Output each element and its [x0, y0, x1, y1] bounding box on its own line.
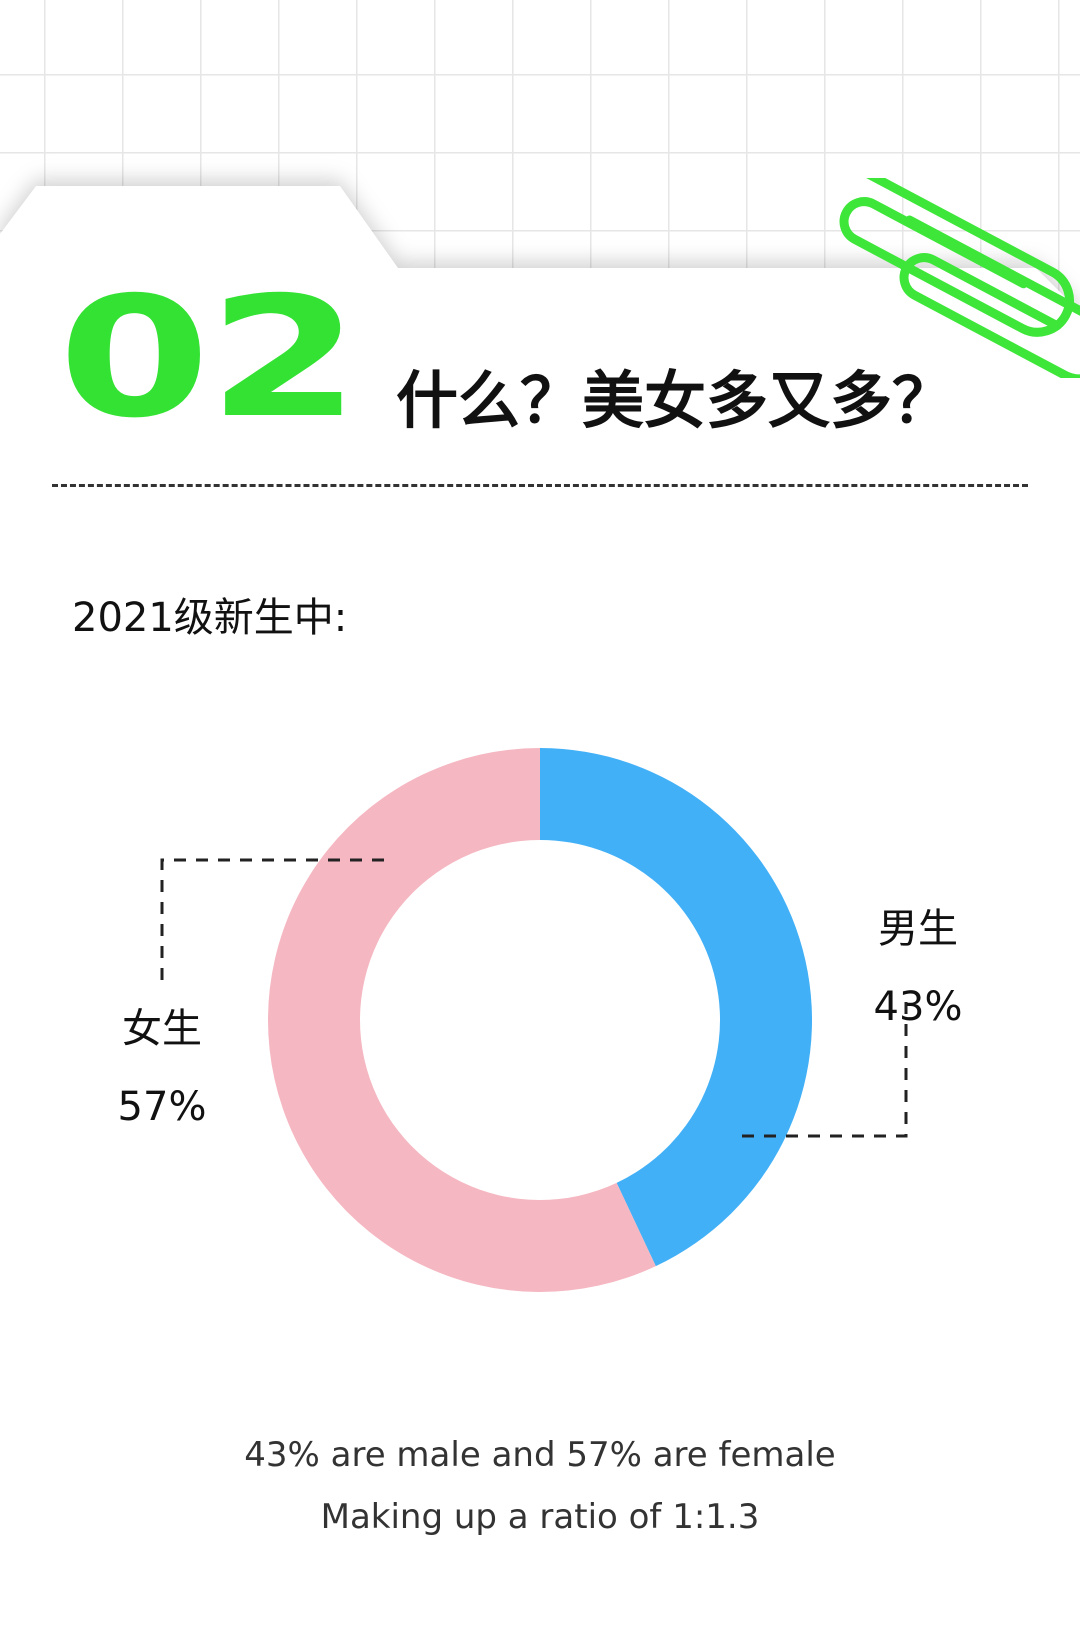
paperclip-icon: [839, 178, 1080, 378]
page-title: 什么？美女多又多？: [396, 364, 955, 437]
leader-line-female: [160, 858, 384, 990]
slice-value-male: 43%: [874, 984, 963, 1030]
card: [0, 186, 1080, 1646]
slice-male: [540, 748, 812, 1267]
slice-value-female: 57%: [118, 1084, 207, 1130]
subtitle: 2021级新生中:: [72, 595, 348, 641]
leader-line-male: [742, 996, 908, 1138]
donut-chart: 男生 43% 女生 57%: [118, 748, 963, 1292]
slice-label-female: 女生: [122, 1006, 202, 1052]
section-number: 02: [58, 262, 360, 455]
slice-female: [268, 748, 656, 1292]
footer: 43% are male and 57% are female Making u…: [0, 1435, 1080, 1534]
divider: [52, 484, 1028, 487]
footer-line-1: 43% are male and 57% are female: [244, 1435, 836, 1475]
footer-line-2: Making up a ratio of 1:1.3: [320, 1497, 760, 1537]
slice-label-male: 男生: [878, 906, 958, 952]
